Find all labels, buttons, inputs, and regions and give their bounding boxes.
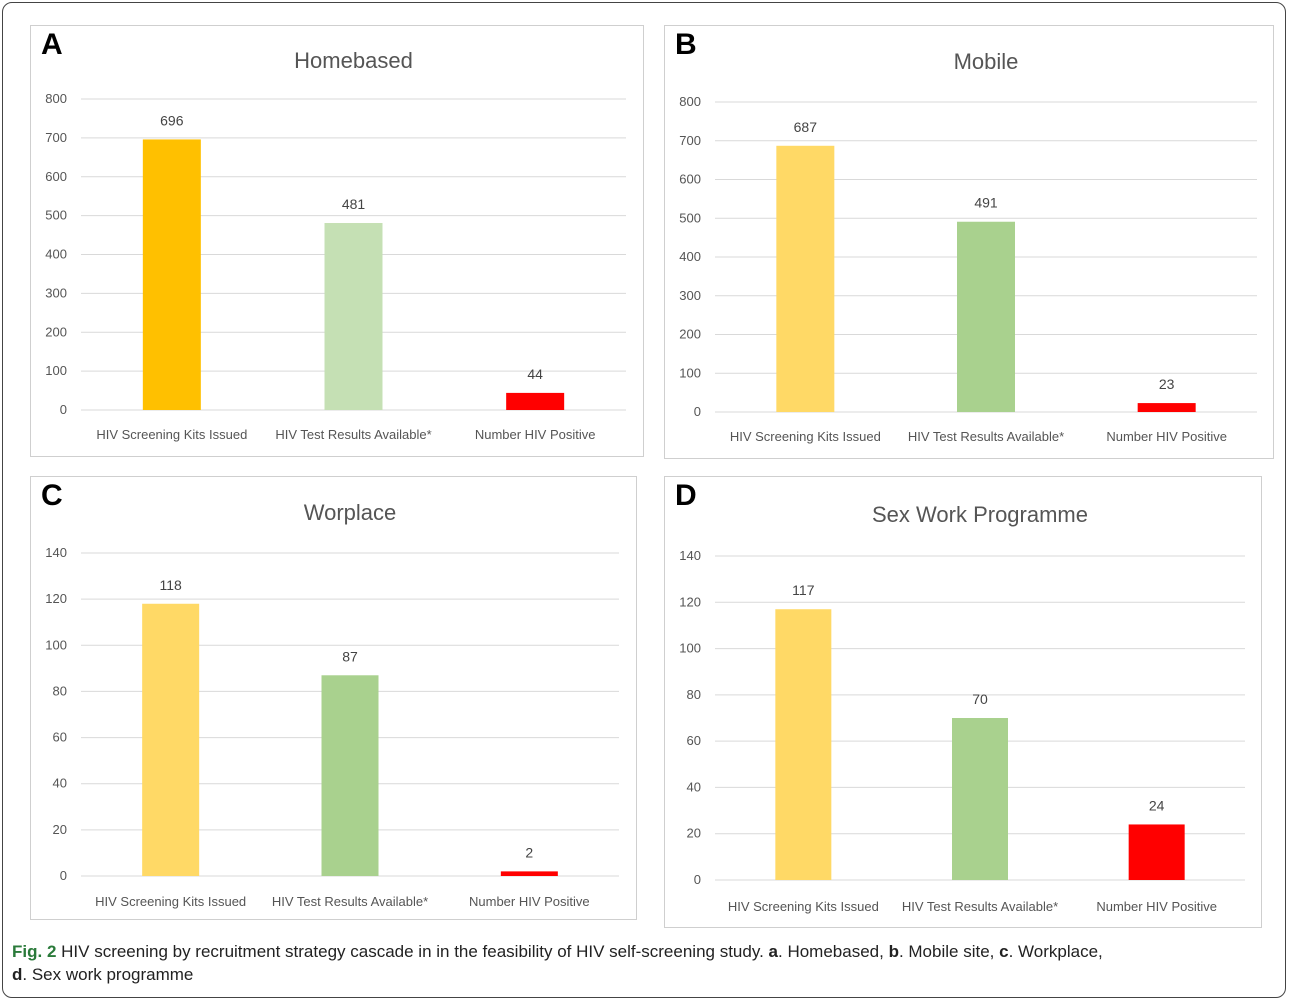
chart-c-ytick-label: 140 — [45, 545, 67, 560]
chart-d-ytick-label: 140 — [679, 548, 701, 563]
chart-c-ytick-label: 20 — [53, 822, 67, 837]
chart-b-category-label: Number HIV Positive — [1106, 429, 1227, 444]
chart-a-category-label: HIV Test Results Available* — [275, 427, 431, 442]
chart-c-data-label: 118 — [160, 577, 183, 593]
chart-d-category-label: HIV Screening Kits Issued — [728, 899, 879, 914]
chart-c-title: Worplace — [304, 500, 397, 525]
chart-d-ytick-label: 60 — [687, 733, 701, 748]
chart-c-category-label: HIV Test Results Available* — [272, 894, 428, 909]
chart-a-ytick-label: 800 — [45, 91, 67, 106]
caption-c-text: . Workplace, — [1008, 942, 1103, 961]
chart-b-data-label: 491 — [974, 195, 998, 211]
chart-a-title: Homebased — [294, 48, 413, 73]
chart-d-ytick-label: 40 — [687, 779, 701, 794]
chart-b-ytick-label: 700 — [679, 133, 701, 148]
caption-b-text: . Mobile site, — [898, 942, 1000, 961]
panel-letter-d: D — [675, 479, 697, 512]
chart-a-category-label: HIV Screening Kits Issued — [96, 427, 247, 442]
chart-a-ytick-label: 500 — [45, 208, 67, 223]
chart-d-bar — [952, 718, 1008, 880]
chart-c-ytick-label: 100 — [45, 637, 67, 652]
caption-c-letter: c — [999, 942, 1009, 961]
panel-letter-b: B — [675, 28, 697, 61]
chart-a-ytick-label: 700 — [45, 130, 67, 145]
caption-b-letter: b — [888, 942, 899, 961]
chart-c-category-label: HIV Screening Kits Issued — [95, 894, 246, 909]
chart-d-ytick-label: 0 — [694, 872, 701, 887]
chart-c-bar — [500, 871, 558, 876]
chart-b-ytick-label: 400 — [679, 249, 701, 264]
chart-panel-c: Worplace 0 20 40 60 80 100 120 140 118 HIV Screeni… — [30, 476, 637, 920]
chart-a-ytick-label: 300 — [45, 285, 67, 300]
panel-letter-a: A — [41, 28, 63, 61]
chart-a-bar — [324, 223, 383, 410]
caption-a-text: . Homebased, — [778, 942, 889, 961]
chart-d-svg: Sex Work Programme 0 20 40 60 80 100 120 140 117 H… — [679, 502, 1245, 914]
chart-c-ytick-label: 120 — [45, 591, 67, 606]
chart-b-svg: Mobile 0 100 200 300 400 500 600 700 800 687 HIV Sc… — [679, 49, 1257, 444]
caption-a-letter: a — [768, 942, 778, 961]
chart-b-ytick-label: 600 — [679, 172, 701, 187]
chart-b-bar — [776, 145, 835, 412]
chart-a-bar — [506, 392, 565, 410]
chart-b-bar — [957, 221, 1015, 412]
chart-a-data-label: 481 — [342, 196, 366, 212]
chart-c-ytick-label: 0 — [60, 868, 67, 883]
chart-a-ytick-label: 100 — [45, 363, 67, 378]
chart-d-ytick-label: 120 — [679, 594, 701, 609]
chart-a-ytick-label: 400 — [45, 247, 67, 262]
caption-d-text: . Sex work programme — [22, 965, 194, 984]
chart-b-bar — [1137, 403, 1196, 412]
chart-panel-d: Sex Work Programme 0 20 40 60 80 100 120 140 117 H… — [664, 476, 1262, 928]
chart-a-bar — [142, 139, 201, 410]
chart-d-category-label: HIV Test Results Available* — [902, 899, 1058, 914]
chart-b-ytick-label: 200 — [679, 327, 701, 342]
chart-b-data-label: 23 — [1159, 376, 1175, 392]
panel-letter-c: C — [41, 479, 63, 512]
chart-d-category-label: Number HIV Positive — [1096, 899, 1217, 914]
chart-d-ytick-label: 20 — [687, 826, 701, 841]
chart-c-ytick-label: 60 — [53, 730, 67, 745]
chart-a-ytick-label: 200 — [45, 324, 67, 339]
chart-b-ytick-label: 0 — [694, 404, 701, 419]
chart-panel-b: Mobile 0 100 200 300 400 500 600 700 800 687 HIV Sc… — [664, 25, 1274, 459]
chart-a-data-label: 44 — [527, 366, 543, 382]
chart-d-bar — [1128, 824, 1185, 880]
chart-d-ytick-label: 100 — [679, 641, 701, 656]
caption-text: HIV screening by recruitment strategy ca… — [56, 942, 769, 961]
chart-b-ytick-label: 800 — [679, 94, 701, 109]
figure-caption: Fig. 2 HIV screening by recruitment stra… — [12, 940, 1274, 986]
chart-b-ytick-label: 500 — [679, 210, 701, 225]
chart-b-ytick-label: 300 — [679, 288, 701, 303]
chart-a-ytick-label: 0 — [60, 402, 67, 417]
chart-d-data-label: 24 — [1149, 797, 1165, 813]
caption-fig-label: Fig. 2 — [12, 942, 57, 961]
chart-c-ytick-label: 40 — [53, 776, 67, 791]
chart-c-svg: Worplace 0 20 40 60 80 100 120 140 118 HIV Screeni… — [45, 500, 619, 909]
chart-a-ytick-label: 600 — [45, 169, 67, 184]
chart-a-data-label: 696 — [160, 112, 184, 128]
chart-c-bar — [142, 603, 200, 876]
chart-a-category-label: Number HIV Positive — [475, 427, 596, 442]
chart-b-ytick-label: 100 — [679, 365, 701, 380]
chart-c-category-label: Number HIV Positive — [469, 894, 590, 909]
chart-b-category-label: HIV Test Results Available* — [908, 429, 1064, 444]
chart-c-data-label: 2 — [525, 844, 533, 860]
chart-d-ytick-label: 80 — [687, 687, 701, 702]
chart-panel-a: Homebased 0 100 200 300 400 500 600 700 800 696 HIV… — [30, 25, 644, 457]
chart-d-data-label: 117 — [792, 582, 815, 598]
caption-d-letter: d — [12, 965, 23, 984]
chart-c-data-label: 87 — [342, 648, 358, 664]
chart-d-title: Sex Work Programme — [872, 502, 1088, 527]
chart-a-svg: Homebased 0 100 200 300 400 500 600 700 800 696 HIV… — [45, 48, 626, 442]
chart-b-data-label: 687 — [794, 119, 818, 135]
chart-b-category-label: HIV Screening Kits Issued — [730, 429, 881, 444]
chart-c-bar — [321, 675, 379, 876]
chart-d-data-label: 70 — [972, 691, 988, 707]
chart-d-bar — [775, 609, 832, 880]
chart-c-ytick-label: 80 — [53, 683, 67, 698]
chart-b-title: Mobile — [954, 49, 1019, 74]
